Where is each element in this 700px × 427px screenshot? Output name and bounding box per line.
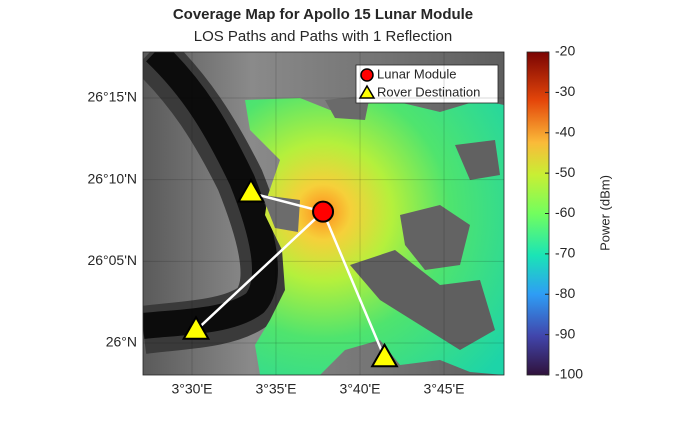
legend-label: Rover Destination (377, 84, 480, 99)
rover-marker (181, 315, 211, 340)
legend-label: Lunar Module (377, 66, 457, 81)
ray-path (250, 191, 324, 213)
colorbar-tick-label: -90 (555, 325, 575, 341)
y-tick-label: 26°05'N (87, 252, 137, 268)
x-tick-label: 3°30'E (172, 381, 213, 397)
rover-marker (236, 178, 266, 203)
colorbar-tick-label: -20 (555, 43, 575, 59)
chart-subtitle: LOS Paths and Paths with 1 Reflection (194, 28, 452, 45)
colorbar-tick-label: -100 (555, 366, 583, 382)
colorbar-tick-label: -30 (555, 83, 575, 99)
ray-path (321, 211, 386, 359)
x-tick-label: 3°35'E (255, 381, 296, 397)
legend: Lunar Module Rover Destination (355, 64, 499, 104)
y-tick-label: 26°15'N (87, 89, 137, 105)
x-tick-label: 3°45'E (424, 381, 465, 397)
y-tick-label: 26°10'N (87, 170, 137, 186)
colorbar-tick-label: -70 (555, 245, 575, 261)
y-tick-label: 26°N (106, 334, 137, 350)
colorbar-tick-label: -80 (555, 285, 575, 301)
chart-title: Coverage Map for Apollo 15 Lunar Module (173, 6, 473, 23)
colorbar-tick-label: -50 (555, 164, 575, 180)
x-tick-label: 3°40'E (340, 381, 381, 397)
rover-marker (370, 342, 399, 368)
legend-swatch (358, 84, 376, 99)
axes-box (142, 51, 505, 376)
map-image (143, 52, 504, 375)
colorbar-label: Power (dBm) (597, 175, 612, 251)
lunar-module-marker (312, 200, 335, 223)
ray-path (195, 210, 324, 332)
legend-swatch (360, 68, 374, 82)
colorbar-tick-label: -40 (555, 123, 575, 139)
colorbar-tick-label: -60 (555, 204, 575, 220)
